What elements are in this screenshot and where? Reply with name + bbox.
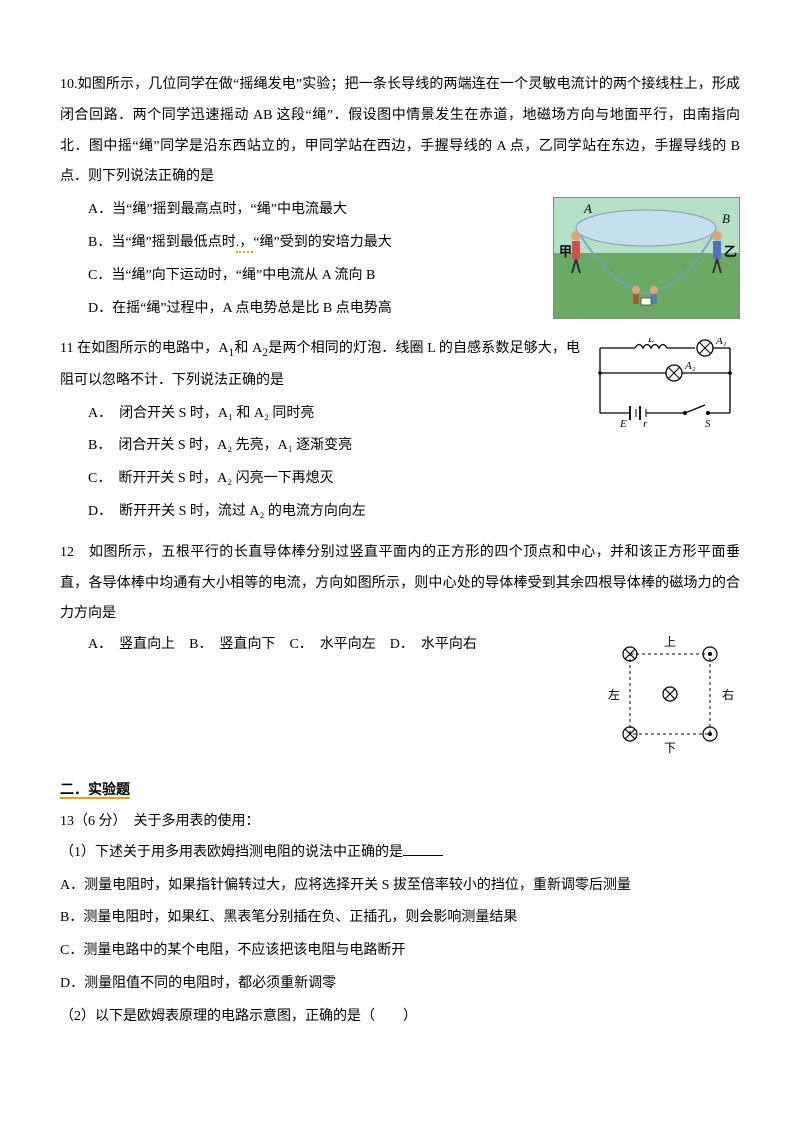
svg-text:L: L — [647, 338, 654, 345]
q11-option-c: C． 断开开关 S 时，A₂ 闪亮一下再熄灭 — [88, 464, 740, 495]
q12-num: 12 — [60, 545, 89, 560]
svg-text:乙: 乙 — [724, 244, 737, 259]
svg-text:下: 下 — [664, 741, 676, 755]
svg-text:右: 右 — [722, 687, 734, 702]
svg-text:A: A — [583, 201, 592, 216]
svg-text:左: 左 — [608, 687, 620, 702]
svg-text:上: 上 — [664, 635, 676, 649]
q12-figure: 上 下 左 右 — [600, 634, 740, 764]
q13-option-b: B．测量电阻时，如果红、黑表笔分别插在负、正插孔，则会影响测量结果 — [60, 903, 740, 934]
section-2-title: 二．实验题 — [60, 776, 740, 807]
q12-text: 12 如图所示，五根平行的长直导体棒分别过竖直平面内的正方形的四个顶点和中心，并… — [60, 538, 740, 630]
q13-header: 13（6 分） 关于多用表的使用： — [60, 807, 740, 838]
q13-option-d: D．测量阻值不同的电阻时，都必须重新调零 — [60, 969, 740, 1000]
svg-text:S: S — [705, 418, 711, 428]
q13-part2: （2）以下是欧姆表原理的电路示意图，正确的是（ ） — [60, 1002, 740, 1033]
question-13: 13（6 分） 关于多用表的使用： （1）下述关于用多用表欧姆挡测电阻的说法中正… — [60, 807, 740, 1033]
blank-line — [403, 855, 443, 856]
q13-option-c: C．测量电路中的某个电阻，不应该把该电阻与电路断开 — [60, 936, 740, 967]
dot-underline: .， — [236, 235, 254, 253]
q10-figure: A B 甲 乙 — [553, 197, 740, 319]
q11-option-d: D． 断开开关 S 时，流过 A₂ 的电流方向向左 — [88, 497, 740, 528]
q11-option-b: B． 闭合开关 S 时，A₂ 先亮，A₁ 逐渐变亮 — [88, 431, 740, 462]
svg-text:r: r — [643, 418, 648, 428]
q13-part1: （1）下述关于用多用表欧姆挡测电阻的说法中正确的是 — [60, 838, 740, 869]
svg-text:A₂: A₂ — [684, 360, 696, 372]
q10-num: 10. — [60, 77, 78, 92]
q13-num: 13（6 分） — [60, 814, 134, 829]
question-10: 10.如图所示，几位同学在做“摇绳发电”实验；把一条长导线的两端连在一个灵敏电流… — [60, 70, 740, 326]
question-11: L A₁ A₂ E r S 11 在如图所示的电路中，A1和 A2是两个相同的灯… — [60, 334, 740, 529]
q13-option-a: A．测量电阻时，如果指针偏转过大，应将选择开关 S 拔至倍率较小的挡位，重新调零… — [60, 871, 740, 902]
q10-text: 10.如图所示，几位同学在做“摇绳发电”实验；把一条长导线的两端连在一个灵敏电流… — [60, 70, 740, 193]
q11-figure: L A₁ A₂ E r S — [590, 338, 740, 428]
svg-text:甲: 甲 — [559, 244, 572, 259]
svg-text:E: E — [619, 418, 627, 428]
svg-text:B: B — [722, 211, 730, 226]
q13-options: A．测量电阻时，如果指针偏转过大，应将选择开关 S 拔至倍率较小的挡位，重新调零… — [60, 871, 740, 1000]
question-12: 12 如图所示，五根平行的长直导体棒分别过竖直平面内的正方形的四个顶点和中心，并… — [60, 538, 740, 764]
q11-num: 11 — [60, 341, 73, 356]
svg-text:A₁: A₁ — [715, 338, 727, 347]
